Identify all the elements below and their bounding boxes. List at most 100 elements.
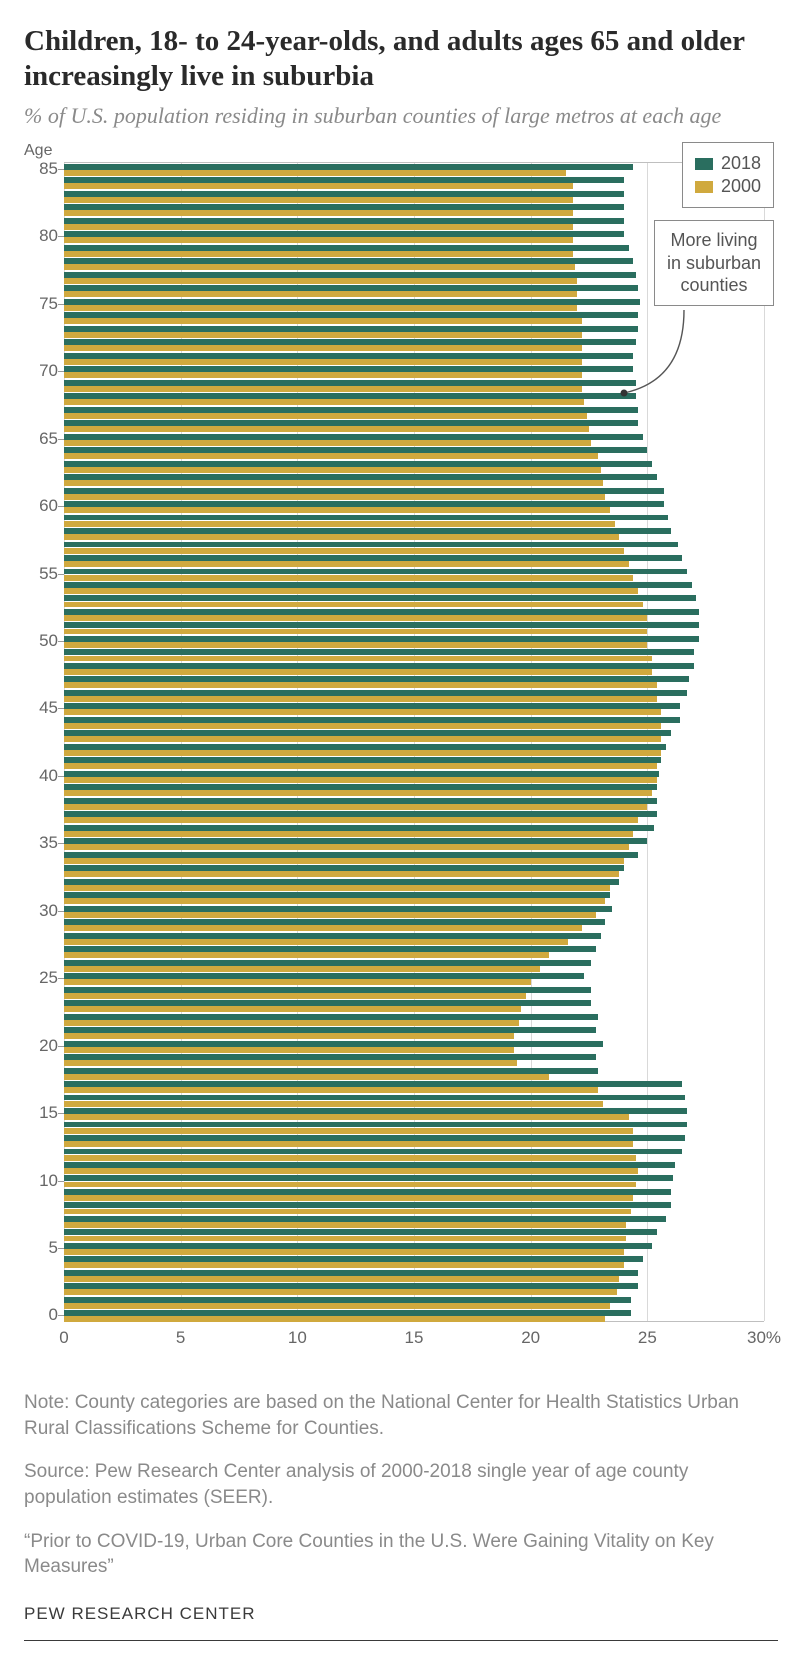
bar-2018 (64, 1229, 657, 1235)
bar-2018 (64, 1256, 643, 1262)
bar-2018 (64, 973, 584, 979)
bar-2018 (64, 191, 624, 197)
bar-2000 (64, 359, 582, 365)
bar-2000 (64, 1249, 624, 1255)
y-tick-mark (58, 708, 64, 709)
bar-2018 (64, 1149, 682, 1155)
y-tick-mark (58, 169, 64, 170)
bar-2018 (64, 1014, 598, 1020)
bar-2018 (64, 528, 671, 534)
bar-2000 (64, 291, 577, 297)
bar-2018 (64, 636, 699, 642)
bar-2000 (64, 1236, 626, 1242)
y-tick-mark (58, 1248, 64, 1249)
bar-2000 (64, 925, 582, 931)
bar-2018 (64, 1283, 638, 1289)
bar-2000 (64, 1060, 517, 1066)
bar-2000 (64, 548, 624, 554)
bar-2000 (64, 453, 598, 459)
bar-2000 (64, 831, 633, 837)
footer-rule (24, 1640, 778, 1641)
bar-2018 (64, 1243, 652, 1249)
bar-2000 (64, 1195, 633, 1201)
bar-2000 (64, 210, 573, 216)
bar-2018 (64, 690, 687, 696)
bar-2018 (64, 285, 638, 291)
bar-2018 (64, 1175, 673, 1181)
annotation-callout: More living in suburban counties (654, 220, 774, 306)
bar-2000 (64, 1101, 603, 1107)
x-tick-label: 5 (176, 1328, 185, 1348)
bar-2018 (64, 393, 636, 399)
bar-2018 (64, 879, 619, 885)
bar-2018 (64, 1000, 591, 1006)
y-tick-label: 70 (24, 361, 58, 381)
y-tick-mark (58, 1113, 64, 1114)
bar-2000 (64, 669, 652, 675)
bar-2000 (64, 1033, 514, 1039)
y-tick-label: 80 (24, 226, 58, 246)
bar-2000 (64, 372, 582, 378)
bar-2018 (64, 447, 647, 453)
bar-2000 (64, 898, 605, 904)
y-tick-label: 40 (24, 766, 58, 786)
bar-2000 (64, 507, 610, 513)
bar-2018 (64, 204, 624, 210)
y-tick-mark (58, 843, 64, 844)
bar-2018 (64, 339, 636, 345)
chart-container: Age 2018 2000 More living in suburban co… (24, 142, 778, 1372)
bar-2000 (64, 1209, 631, 1215)
bar-2000 (64, 1222, 626, 1228)
bar-2018 (64, 515, 668, 521)
bar-2000 (64, 440, 591, 446)
bar-2018 (64, 488, 664, 494)
bar-2000 (64, 1020, 519, 1026)
bar-2018 (64, 960, 591, 966)
bar-2000 (64, 696, 657, 702)
bar-2000 (64, 1155, 636, 1161)
bar-2018 (64, 231, 624, 237)
bar-2000 (64, 480, 603, 486)
bar-2000 (64, 183, 573, 189)
legend-label-2000: 2000 (721, 176, 761, 197)
bar-2018 (64, 164, 633, 170)
bar-2000 (64, 723, 661, 729)
legend-item-2018: 2018 (695, 153, 761, 174)
bar-2018 (64, 703, 680, 709)
bar-2018 (64, 784, 657, 790)
bar-2000 (64, 790, 652, 796)
x-tick-label: 15 (405, 1328, 424, 1348)
y-tick-label: 30 (24, 901, 58, 921)
bar-2018 (64, 177, 624, 183)
bar-2018 (64, 1068, 598, 1074)
bar-2018 (64, 461, 652, 467)
bar-2000 (64, 939, 568, 945)
bar-2018 (64, 380, 636, 386)
bar-2000 (64, 615, 647, 621)
y-tick-label: 60 (24, 496, 58, 516)
bar-2018 (64, 649, 694, 655)
bar-2000 (64, 1276, 619, 1282)
y-tick-mark (58, 1046, 64, 1047)
bar-2018 (64, 987, 591, 993)
bar-2018 (64, 825, 654, 831)
bar-2000 (64, 885, 610, 891)
footnote-1: Note: County categories are based on the… (24, 1390, 778, 1441)
bar-2018 (64, 798, 657, 804)
bar-2018 (64, 299, 640, 305)
bar-2000 (64, 264, 575, 270)
chart-title: Children, 18- to 24-year-olds, and adult… (24, 24, 778, 94)
bar-2018 (64, 865, 624, 871)
bar-2000 (64, 952, 549, 958)
bar-2018 (64, 1310, 631, 1316)
bar-2018 (64, 1162, 675, 1168)
bar-2000 (64, 494, 605, 500)
y-tick-mark (58, 439, 64, 440)
bar-2018 (64, 811, 657, 817)
y-tick-label: 45 (24, 698, 58, 718)
bar-2000 (64, 1182, 636, 1188)
bar-2018 (64, 326, 638, 332)
y-tick-mark (58, 911, 64, 912)
bar-2000 (64, 588, 638, 594)
bar-2000 (64, 736, 661, 742)
